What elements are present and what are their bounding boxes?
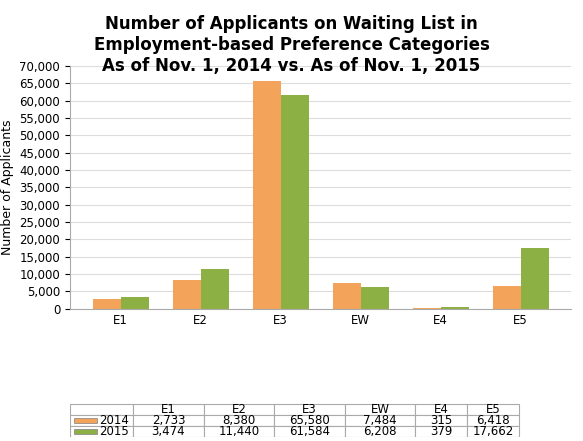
Text: 2014: 2014 xyxy=(99,414,129,427)
Text: 65,580: 65,580 xyxy=(289,414,330,427)
FancyBboxPatch shape xyxy=(203,426,274,437)
FancyBboxPatch shape xyxy=(74,418,97,423)
Bar xyxy=(173,280,201,309)
Text: 3,474: 3,474 xyxy=(152,425,185,438)
Text: 379: 379 xyxy=(430,425,452,438)
Text: E1: E1 xyxy=(161,404,176,416)
FancyBboxPatch shape xyxy=(415,426,467,437)
Text: 6,208: 6,208 xyxy=(363,425,396,438)
FancyBboxPatch shape xyxy=(274,426,345,437)
FancyBboxPatch shape xyxy=(415,404,467,415)
Text: Number of Applicants on Waiting List in
Employment-based Preference Categories
A: Number of Applicants on Waiting List in … xyxy=(93,15,490,75)
FancyBboxPatch shape xyxy=(133,404,203,415)
Bar xyxy=(493,287,521,309)
FancyBboxPatch shape xyxy=(70,415,133,426)
Y-axis label: Number of Applicants: Number of Applicants xyxy=(1,120,14,255)
FancyBboxPatch shape xyxy=(203,415,274,426)
Bar xyxy=(121,297,149,309)
Text: 315: 315 xyxy=(430,414,452,427)
Bar xyxy=(333,283,361,309)
FancyBboxPatch shape xyxy=(133,426,203,437)
Text: 2015: 2015 xyxy=(99,425,129,438)
FancyBboxPatch shape xyxy=(133,415,203,426)
FancyBboxPatch shape xyxy=(345,415,415,426)
Text: E3: E3 xyxy=(302,404,317,416)
Bar xyxy=(413,308,441,309)
FancyBboxPatch shape xyxy=(274,415,345,426)
Text: 6,418: 6,418 xyxy=(476,414,510,427)
FancyBboxPatch shape xyxy=(345,404,415,415)
Text: 17,662: 17,662 xyxy=(473,425,514,438)
Bar xyxy=(252,82,280,309)
FancyBboxPatch shape xyxy=(345,426,415,437)
Text: 7,484: 7,484 xyxy=(363,414,397,427)
Text: E5: E5 xyxy=(486,404,501,416)
Text: 2,733: 2,733 xyxy=(152,414,185,427)
FancyBboxPatch shape xyxy=(467,404,519,415)
FancyBboxPatch shape xyxy=(74,429,97,434)
Text: 61,584: 61,584 xyxy=(289,425,330,438)
Bar xyxy=(361,287,389,309)
Bar xyxy=(280,95,308,309)
FancyBboxPatch shape xyxy=(203,404,274,415)
Text: 8,380: 8,380 xyxy=(222,414,255,427)
Text: E2: E2 xyxy=(231,404,247,416)
Bar xyxy=(441,307,469,309)
FancyBboxPatch shape xyxy=(467,415,519,426)
Text: E4: E4 xyxy=(434,404,449,416)
FancyBboxPatch shape xyxy=(274,404,345,415)
Bar xyxy=(93,299,121,309)
FancyBboxPatch shape xyxy=(467,426,519,437)
FancyBboxPatch shape xyxy=(70,426,133,437)
FancyBboxPatch shape xyxy=(70,404,133,415)
Text: 11,440: 11,440 xyxy=(219,425,259,438)
Text: EW: EW xyxy=(370,404,389,416)
Bar xyxy=(521,247,549,309)
Bar xyxy=(201,269,229,309)
FancyBboxPatch shape xyxy=(415,415,467,426)
